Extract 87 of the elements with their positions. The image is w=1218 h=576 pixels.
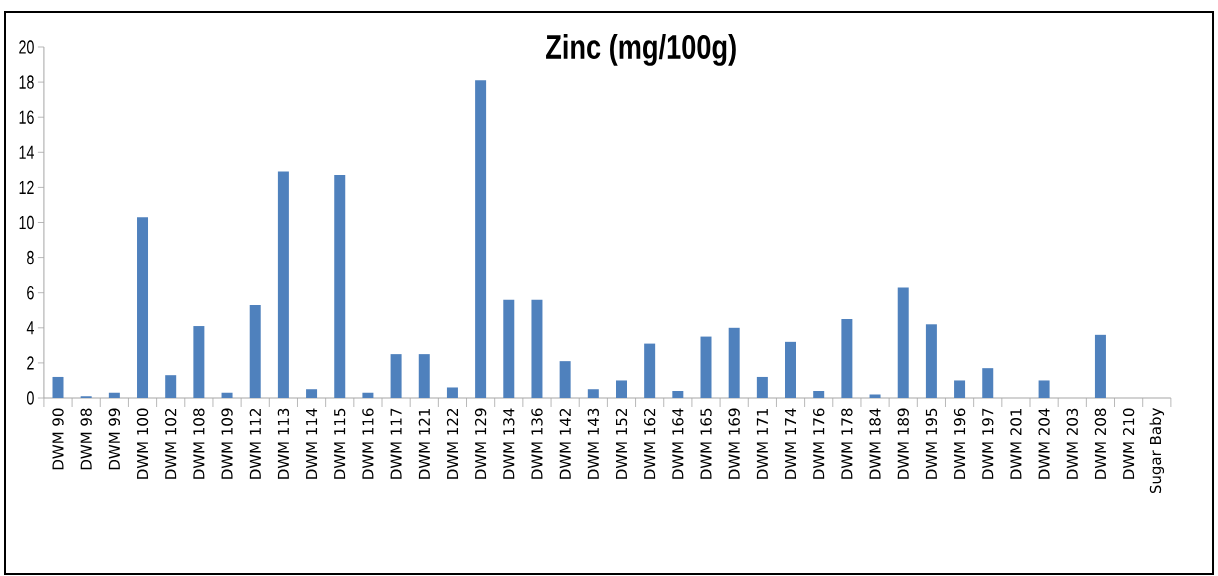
x-tick-label: DWM 210	[1122, 408, 1135, 479]
bar	[559, 361, 571, 398]
x-tick-label: DWM 134	[503, 408, 515, 479]
bar	[137, 217, 149, 398]
bar	[108, 392, 120, 398]
bar	[615, 380, 627, 398]
x-tick-label: DWM 113	[277, 408, 290, 479]
x-tick-label: DWM 90	[52, 408, 64, 470]
x-tick-label: DWM 117	[390, 408, 402, 479]
x-tick-label: DWM 99	[108, 408, 121, 470]
y-tick-label: 6	[27, 285, 34, 300]
bar	[982, 368, 994, 398]
bar	[249, 304, 261, 398]
x-tick-label: DWM 152	[615, 409, 628, 479]
y-tick-label: 4	[26, 321, 34, 335]
bar	[897, 287, 909, 398]
bar	[446, 387, 458, 398]
x-tick-label: DWM 121	[418, 408, 430, 479]
x-tick-label: DWM 164	[672, 408, 684, 479]
x-tick-label: DWM 136	[531, 408, 543, 479]
bar	[475, 80, 487, 398]
bar	[785, 341, 797, 398]
x-tick-label: DWM 116	[362, 408, 374, 479]
bar	[193, 326, 205, 398]
bar	[277, 171, 289, 398]
x-tick-label: DWM 109	[221, 408, 233, 479]
x-tick-label: DWM 115	[334, 408, 346, 479]
x-tick-label: DWM 112	[249, 409, 261, 479]
x-tick-label: DWM 195	[925, 408, 938, 479]
x-tick-label: Sugar Baby	[1149, 407, 1165, 494]
bar	[503, 299, 515, 398]
y-tick-label: 16	[19, 110, 34, 124]
x-tick-label: DWM 129	[474, 408, 487, 479]
bar	[531, 299, 543, 398]
x-tick-label: DWM 102	[165, 409, 177, 479]
bar	[841, 319, 853, 398]
x-tick-label: DWM 204	[1038, 408, 1050, 479]
y-tick-label: 0	[27, 391, 34, 405]
x-tick-label: DWM 196	[953, 408, 966, 479]
x-tick-label: DWM 100	[136, 408, 149, 479]
bar	[1094, 334, 1106, 398]
x-tick-label: DWM 203	[1066, 408, 1078, 479]
y-tick-label: 14	[19, 145, 34, 159]
x-tick-label: DWM 142	[559, 409, 571, 479]
bar	[728, 327, 740, 398]
x-tick-label: DWM 171	[756, 408, 768, 479]
y-tick-label: 20	[19, 40, 34, 54]
y-tick-label: 18	[19, 75, 34, 89]
bar	[672, 390, 684, 398]
bar	[587, 389, 599, 398]
bar	[306, 389, 318, 398]
bar	[644, 343, 656, 398]
x-tick-label: DWM 169	[728, 408, 740, 479]
bar	[756, 376, 768, 398]
chart-title: Zinc (mg/100g)	[546, 34, 736, 66]
bar	[362, 392, 374, 398]
bar	[869, 394, 881, 398]
x-tick-label: DWM 174	[785, 408, 796, 479]
y-tick-label: 12	[19, 180, 34, 195]
x-tick-label: DWM 189	[897, 408, 909, 479]
bar	[954, 380, 966, 398]
x-tick-label: DWM 162	[643, 409, 656, 479]
x-tick-label: DWM 114	[306, 408, 318, 479]
x-tick-label: DWM 108	[193, 408, 205, 479]
x-tick-label: DWM 184	[869, 408, 881, 479]
x-tick-label: DWM 165	[700, 408, 712, 479]
x-tick-label: DWM 98	[80, 408, 92, 470]
bar	[925, 324, 937, 398]
bar	[700, 336, 712, 398]
x-tick-label: DWM 201	[1010, 408, 1022, 479]
x-tick-label: DWM 197	[982, 408, 994, 479]
x-tick-label: DWM 143	[587, 408, 599, 479]
bar	[390, 354, 402, 398]
bar	[334, 175, 346, 398]
y-tick-label: 8	[27, 250, 34, 265]
bar	[813, 390, 825, 398]
bar	[165, 375, 177, 398]
y-tick-label: 10	[19, 215, 34, 230]
bar	[1038, 380, 1050, 398]
x-tick-label: DWM 208	[1094, 408, 1107, 479]
bar	[418, 354, 430, 398]
y-tick-label: 2	[27, 356, 34, 370]
x-tick-label: DWM 178	[841, 408, 853, 479]
bar	[221, 392, 233, 398]
bar	[52, 376, 64, 398]
x-tick-label: DWM 176	[813, 408, 825, 479]
x-tick-label: DWM 122	[446, 409, 459, 479]
